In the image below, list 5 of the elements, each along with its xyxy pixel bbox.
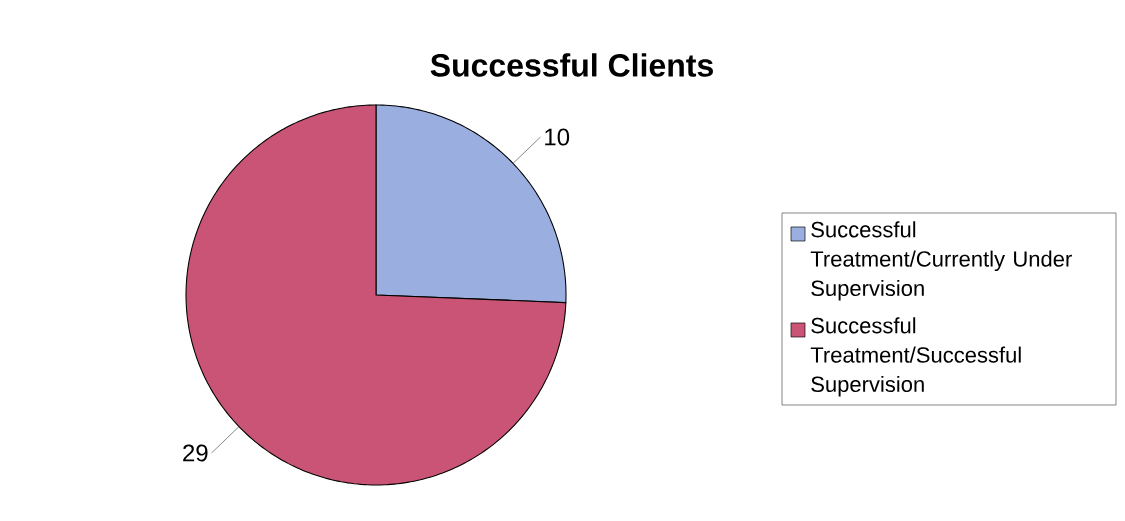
chart-title: Successful Clients — [430, 53, 713, 77]
legend-label: Successful Treatment/Successful Supervision — [810, 317, 1021, 397]
data-label: 10 — [545, 128, 570, 146]
data-label: 29 — [183, 444, 208, 462]
legend-label: Successful Treatment/Currently Under Supervision — [810, 221, 1072, 301]
